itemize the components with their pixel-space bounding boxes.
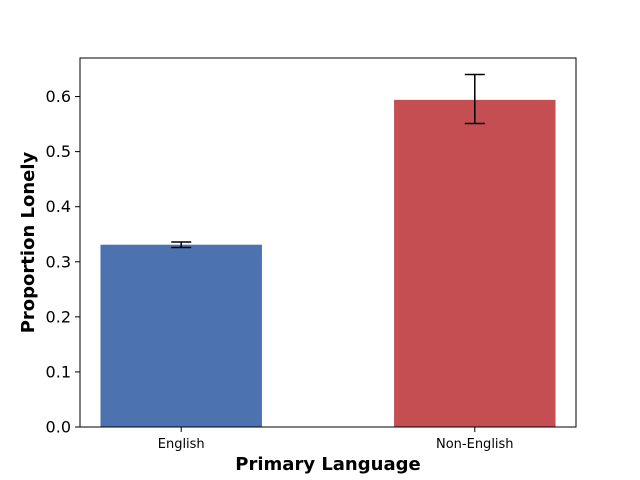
y-tick-label: 0.5 — [46, 142, 71, 161]
bar-english — [100, 244, 262, 427]
y-tick-label: 0.4 — [46, 197, 71, 216]
plot-area — [100, 73, 556, 427]
plot-frame — [79, 57, 577, 428]
y-axis-label: Proportion Lonely — [18, 151, 39, 333]
x-tick-label: Non-English — [436, 437, 514, 452]
y-tick-label: 0.6 — [46, 87, 71, 106]
y-tick-label: 0.1 — [46, 362, 71, 381]
error-bar-english — [171, 241, 192, 249]
y-axis: 0.0 0.1 0.2 0.3 0.4 0.5 0.6 — [46, 87, 80, 437]
y-tick-label: 0.3 — [46, 252, 71, 271]
bar-non-english — [394, 99, 556, 427]
y-tick-label: 0.0 — [46, 418, 71, 437]
x-axis-label: Primary Language — [235, 454, 420, 475]
x-tick-label: English — [158, 437, 205, 452]
error-bar-non-english — [464, 73, 485, 125]
x-axis: English Non-English — [158, 427, 514, 452]
y-tick-label: 0.2 — [46, 307, 71, 326]
